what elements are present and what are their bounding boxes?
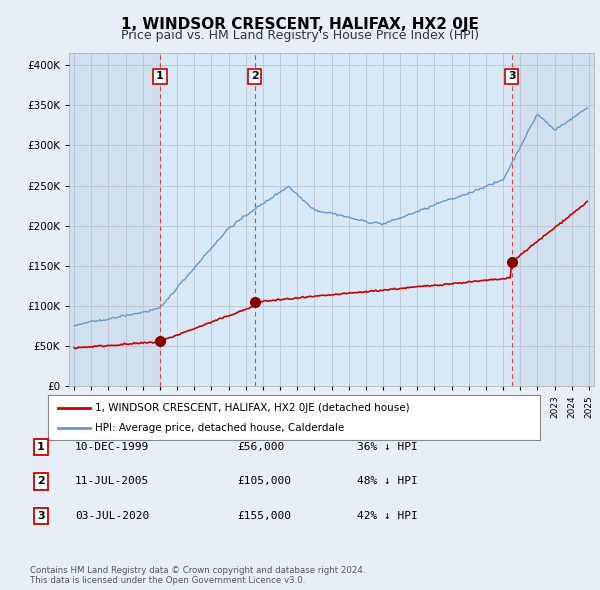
Text: Price paid vs. HM Land Registry's House Price Index (HPI): Price paid vs. HM Land Registry's House … [121, 30, 479, 42]
Text: HPI: Average price, detached house, Calderdale: HPI: Average price, detached house, Cald… [95, 424, 344, 434]
Text: £155,000: £155,000 [237, 511, 291, 520]
Text: 36% ↓ HPI: 36% ↓ HPI [357, 442, 418, 452]
Text: 1: 1 [37, 442, 44, 452]
Text: £105,000: £105,000 [237, 477, 291, 486]
Text: 1, WINDSOR CRESCENT, HALIFAX, HX2 0JE (detached house): 1, WINDSOR CRESCENT, HALIFAX, HX2 0JE (d… [95, 403, 409, 412]
Text: 1, WINDSOR CRESCENT, HALIFAX, HX2 0JE: 1, WINDSOR CRESCENT, HALIFAX, HX2 0JE [121, 17, 479, 31]
Text: 2: 2 [37, 477, 44, 486]
Bar [69, 53, 160, 386]
Text: 3: 3 [508, 71, 515, 81]
Text: 2: 2 [251, 71, 259, 81]
Text: 3: 3 [37, 511, 44, 520]
Text: Contains HM Land Registry data © Crown copyright and database right 2024.
This d: Contains HM Land Registry data © Crown c… [30, 566, 365, 585]
Text: 10-DEC-1999: 10-DEC-1999 [75, 442, 149, 452]
Bar [255, 53, 512, 386]
Text: £56,000: £56,000 [237, 442, 284, 452]
Text: 03-JUL-2020: 03-JUL-2020 [75, 511, 149, 520]
Text: 11-JUL-2005: 11-JUL-2005 [75, 477, 149, 486]
Bar [512, 53, 594, 386]
Text: 48% ↓ HPI: 48% ↓ HPI [357, 477, 418, 486]
Text: 42% ↓ HPI: 42% ↓ HPI [357, 511, 418, 520]
Bar [160, 53, 255, 386]
Text: 1: 1 [156, 71, 164, 81]
